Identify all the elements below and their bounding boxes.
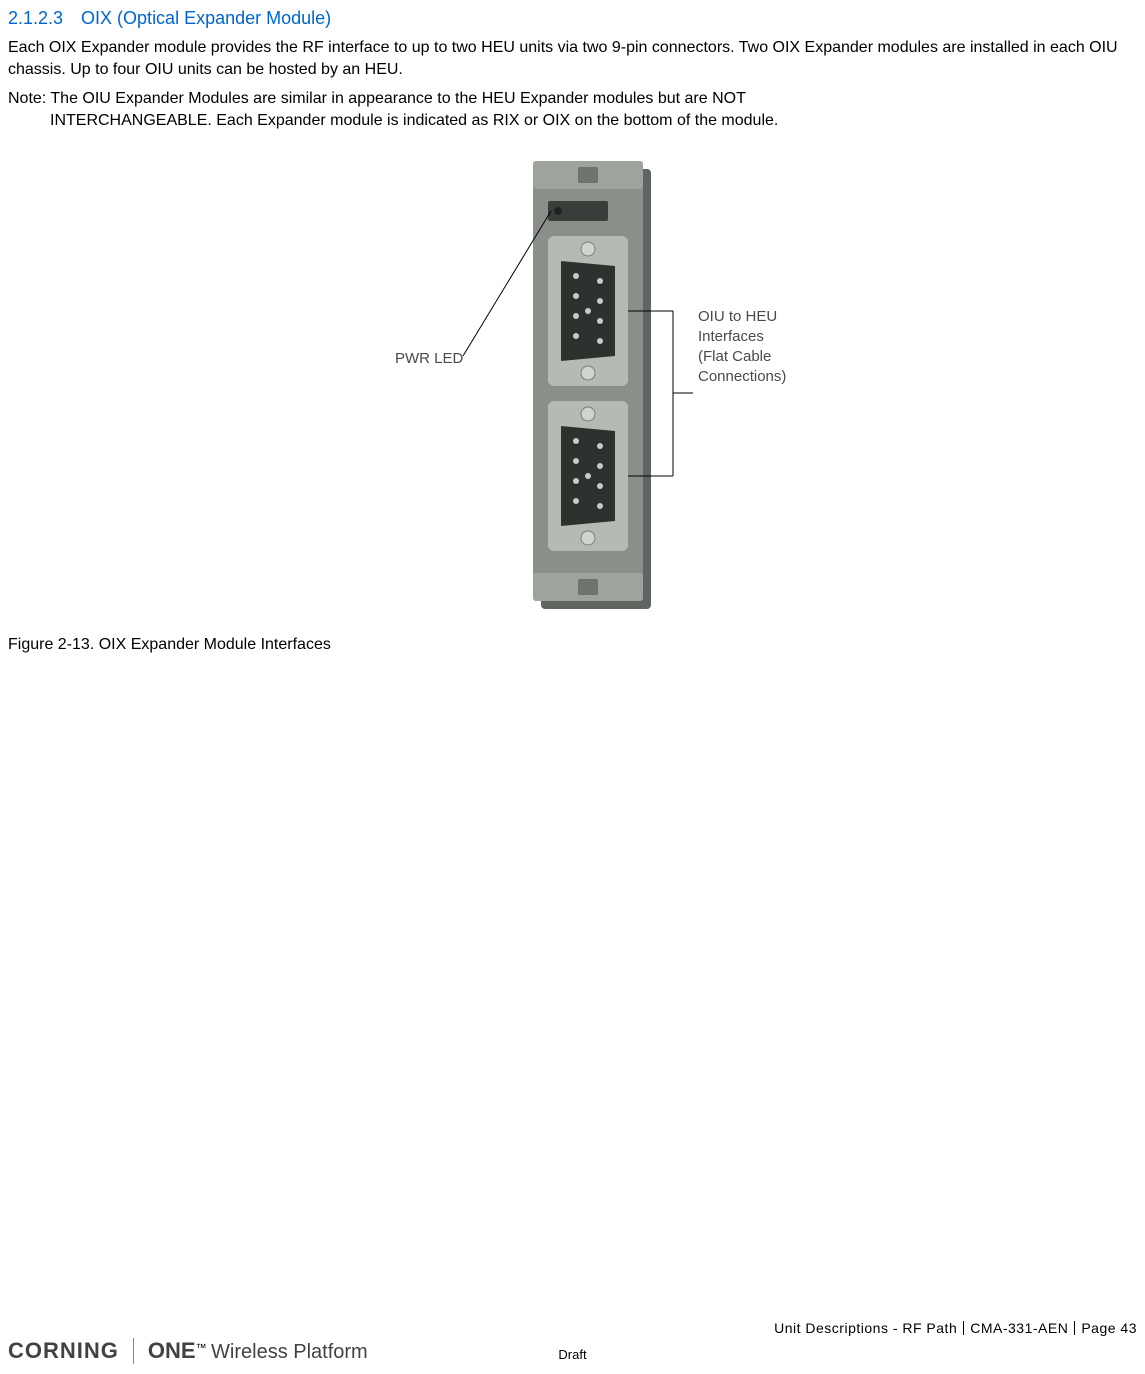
draft-label: Draft: [558, 1347, 586, 1362]
figure-container: PWR LED OIU to HEU Interfaces (Flat Cabl…: [8, 151, 1137, 626]
interfaces-label-3: (Flat Cable: [698, 348, 771, 365]
pwr-led-label: PWR LED: [395, 350, 464, 367]
interfaces-label-4: Connections): [698, 368, 786, 385]
footer-doc-id: CMA-331-AEN: [970, 1320, 1068, 1336]
footer-section-title: Unit Descriptions - RF Path: [774, 1320, 957, 1336]
page-footer: CORNING ONE™ Wireless Platform Unit Desc…: [8, 1338, 1137, 1364]
interfaces-label-2: Interfaces: [698, 328, 764, 345]
corning-logo-text: CORNING: [8, 1338, 119, 1364]
trademark-icon: ™: [196, 1343, 207, 1355]
wireless-platform-text: Wireless Platform: [211, 1341, 368, 1363]
logo-divider: [133, 1338, 134, 1364]
one-text: ONE: [148, 1338, 196, 1363]
body-paragraph: Each OIX Expander module provides the RF…: [8, 37, 1137, 80]
section-number: 2.1.2.3: [8, 8, 63, 28]
one-wireless-text: ONE™ Wireless Platform: [148, 1338, 368, 1364]
footer-page-number: Page 43: [1081, 1320, 1137, 1336]
footer-separator-1: [963, 1321, 964, 1335]
section-title: OIX (Optical Expander Module): [81, 8, 331, 28]
figure-caption: Figure 2-13. OIX Expander Module Interfa…: [8, 636, 1137, 654]
interfaces-label-1: OIU to HEU: [698, 308, 777, 325]
note-block: Note: The OIU Expander Modules are simil…: [8, 88, 1137, 131]
note-line-1: Note: The OIU Expander Modules are simil…: [8, 88, 1137, 110]
footer-right: Unit Descriptions - RF Path CMA-331-AEN …: [774, 1320, 1137, 1336]
oix-module-diagram: PWR LED OIU to HEU Interfaces (Flat Cabl…: [333, 151, 813, 621]
footer-separator-2: [1074, 1321, 1075, 1335]
section-heading: 2.1.2.3 OIX (Optical Expander Module): [8, 8, 1137, 29]
note-line-2: INTERCHANGEABLE. Each Expander module is…: [8, 110, 1137, 132]
